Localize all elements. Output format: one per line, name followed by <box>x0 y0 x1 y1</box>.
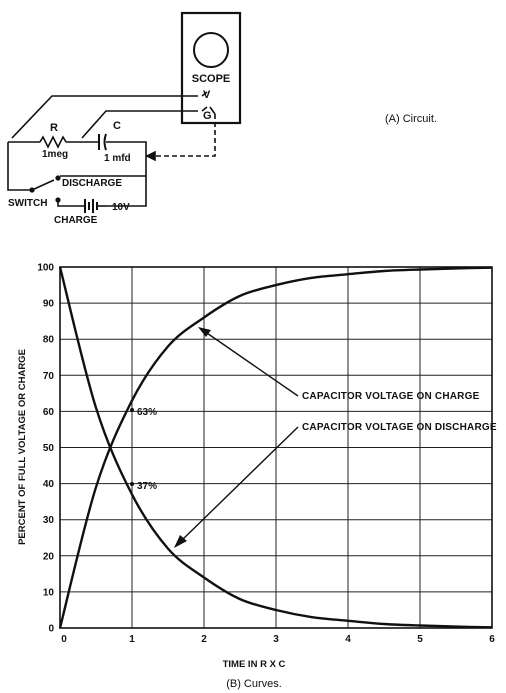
discharge-arrowhead <box>174 535 187 548</box>
y-tick-label: 20 <box>43 551 55 562</box>
charge-arrowhead <box>198 327 211 337</box>
battery-label: 10V <box>112 202 130 213</box>
v-label: V <box>203 89 211 101</box>
series-line-discharge <box>58 266 493 629</box>
r-value: 1meg <box>42 149 68 160</box>
annotation-37: 37% <box>137 481 157 492</box>
switch-label: SWITCH <box>8 198 47 209</box>
left-branch <box>7 142 30 191</box>
y-tick-label: 10 <box>43 587 55 598</box>
y-tick-label: 50 <box>43 443 55 454</box>
annotation-37-dot <box>130 482 134 486</box>
x-tick-label: 0 <box>61 634 67 645</box>
switch-arm <box>31 179 55 191</box>
wire-g <box>81 110 198 139</box>
capacitor <box>98 133 107 151</box>
scope-box <box>180 11 242 125</box>
curves-caption: (B) Curves. <box>226 678 282 690</box>
x-tick-label: 5 <box>417 634 423 645</box>
y-axis-label: PERCENT OF FULL VOLTAGE OR CHARGE <box>17 349 28 545</box>
g-terminal <box>201 106 216 115</box>
annotation-63-dot <box>130 408 134 412</box>
annotation-63: 63% <box>137 407 157 418</box>
y-tick-label: 80 <box>43 335 55 346</box>
battery-wire-left <box>57 200 85 207</box>
battery <box>84 199 98 213</box>
series-line-charge <box>58 266 493 629</box>
y-tick-label: 0 <box>48 624 54 635</box>
wire-v <box>11 95 198 139</box>
y-tick-label: 40 <box>43 479 55 490</box>
x-tick-label: 6 <box>489 634 495 645</box>
v-terminal <box>201 91 208 97</box>
circuit-diagram <box>7 11 242 213</box>
series-lines <box>58 266 493 629</box>
x-tick-label: 3 <box>273 634 279 645</box>
circuit-labels: SCOPE V G R 1meg C 1 mfd DISCHARGE SWITC… <box>8 73 437 226</box>
x-tick-label: 1 <box>129 634 135 645</box>
chart: 0 10 20 30 40 50 60 70 80 90 100 0 1 2 3 4 5 6 63% 37% C… <box>17 263 497 691</box>
switch-discharge-contact <box>55 175 61 181</box>
dashed-arrowhead <box>145 150 156 162</box>
charge-arrow-line <box>203 330 299 397</box>
g-label: G <box>203 110 212 122</box>
scope-ground-dashed <box>150 114 216 157</box>
circuit-caption: (A) Circuit. <box>385 113 437 125</box>
c-to-right-wire <box>106 141 147 207</box>
legend-discharge: CAPACITOR VOLTAGE ON DISCHARGE <box>302 422 497 433</box>
scope-screen <box>193 32 229 68</box>
discharge-label: DISCHARGE <box>62 178 122 189</box>
c-value: 1 mfd <box>104 153 131 164</box>
r-label: R <box>50 122 58 134</box>
y-tick-label: 70 <box>43 371 55 382</box>
discharge-arrow-line <box>179 426 299 543</box>
y-tick-label: 60 <box>43 407 55 418</box>
x-tick-label: 2 <box>201 634 207 645</box>
c-label: C <box>113 120 121 132</box>
x-tick-label: 4 <box>345 634 351 645</box>
resistor <box>39 135 67 149</box>
y-tick-labels: 0 10 20 30 40 50 60 70 80 90 100 <box>37 263 54 635</box>
scope-label: SCOPE <box>192 73 231 85</box>
legend-charge: CAPACITOR VOLTAGE ON CHARGE <box>302 391 480 402</box>
charge-label: CHARGE <box>54 215 98 226</box>
y-tick-label: 100 <box>37 263 54 274</box>
annotations: 63% 37% CAPACITOR VOLTAGE ON CHARGE CAPA… <box>130 327 497 548</box>
y-tick-label: 90 <box>43 299 55 310</box>
x-axis-label: TIME IN R X C <box>223 659 286 670</box>
y-tick-label: 30 <box>43 515 55 526</box>
plot-frame <box>59 266 493 629</box>
x-tick-labels: 0 1 2 3 4 5 6 <box>61 634 495 645</box>
